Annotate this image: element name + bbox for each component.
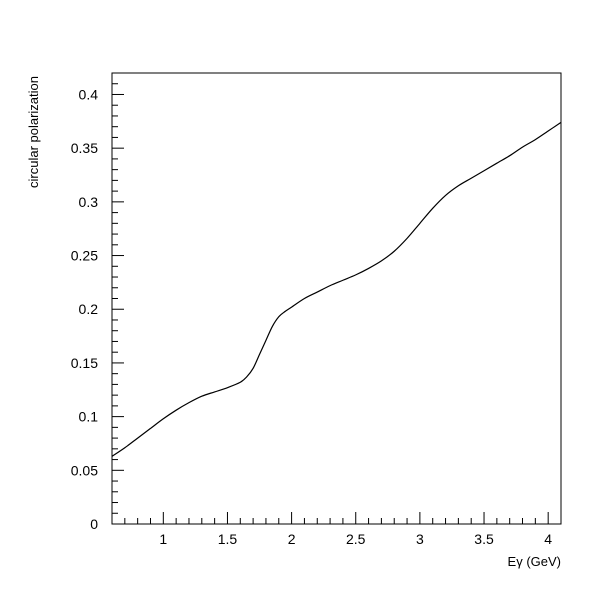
y-tick-label: 0.1: [79, 409, 99, 425]
y-tick-label: 0.35: [71, 140, 98, 156]
y-axis-tick-labels: 0 0.05 0.1 0.15 0.2 0.25 0.3 0.35 0.4: [71, 86, 98, 532]
polarization-curve: [111, 121, 562, 457]
y-tick-label: 0.15: [71, 355, 98, 371]
x-tick-label: 2: [288, 531, 296, 547]
x-tick-label: 2.5: [346, 531, 366, 547]
y-tick-label: 0.4: [79, 86, 99, 102]
y-axis-title: circular polarization: [26, 76, 41, 188]
x-axis-title: Eγ (GeV): [508, 554, 561, 569]
x-tick-label: 3.5: [474, 531, 494, 547]
x-axis-ticks: [111, 512, 562, 524]
y-axis-ticks: [112, 72, 124, 525]
x-tick-label: 1: [159, 531, 167, 547]
y-tick-label: 0: [90, 516, 98, 532]
y-tick-label: 0.05: [71, 462, 98, 478]
y-tick-label: 0.25: [71, 248, 98, 264]
y-tick-label: 0.3: [79, 194, 99, 210]
x-tick-label: 3: [416, 531, 424, 547]
x-tick-label: 1.5: [218, 531, 238, 547]
x-tick-label: 4: [544, 531, 552, 547]
plot-axes: [111, 72, 562, 525]
y-tick-label: 0.2: [79, 301, 99, 317]
plot-frame: [111, 72, 562, 525]
x-axis-tick-labels: 1 1.5 2 2.5 3 3.5 4: [159, 531, 552, 547]
